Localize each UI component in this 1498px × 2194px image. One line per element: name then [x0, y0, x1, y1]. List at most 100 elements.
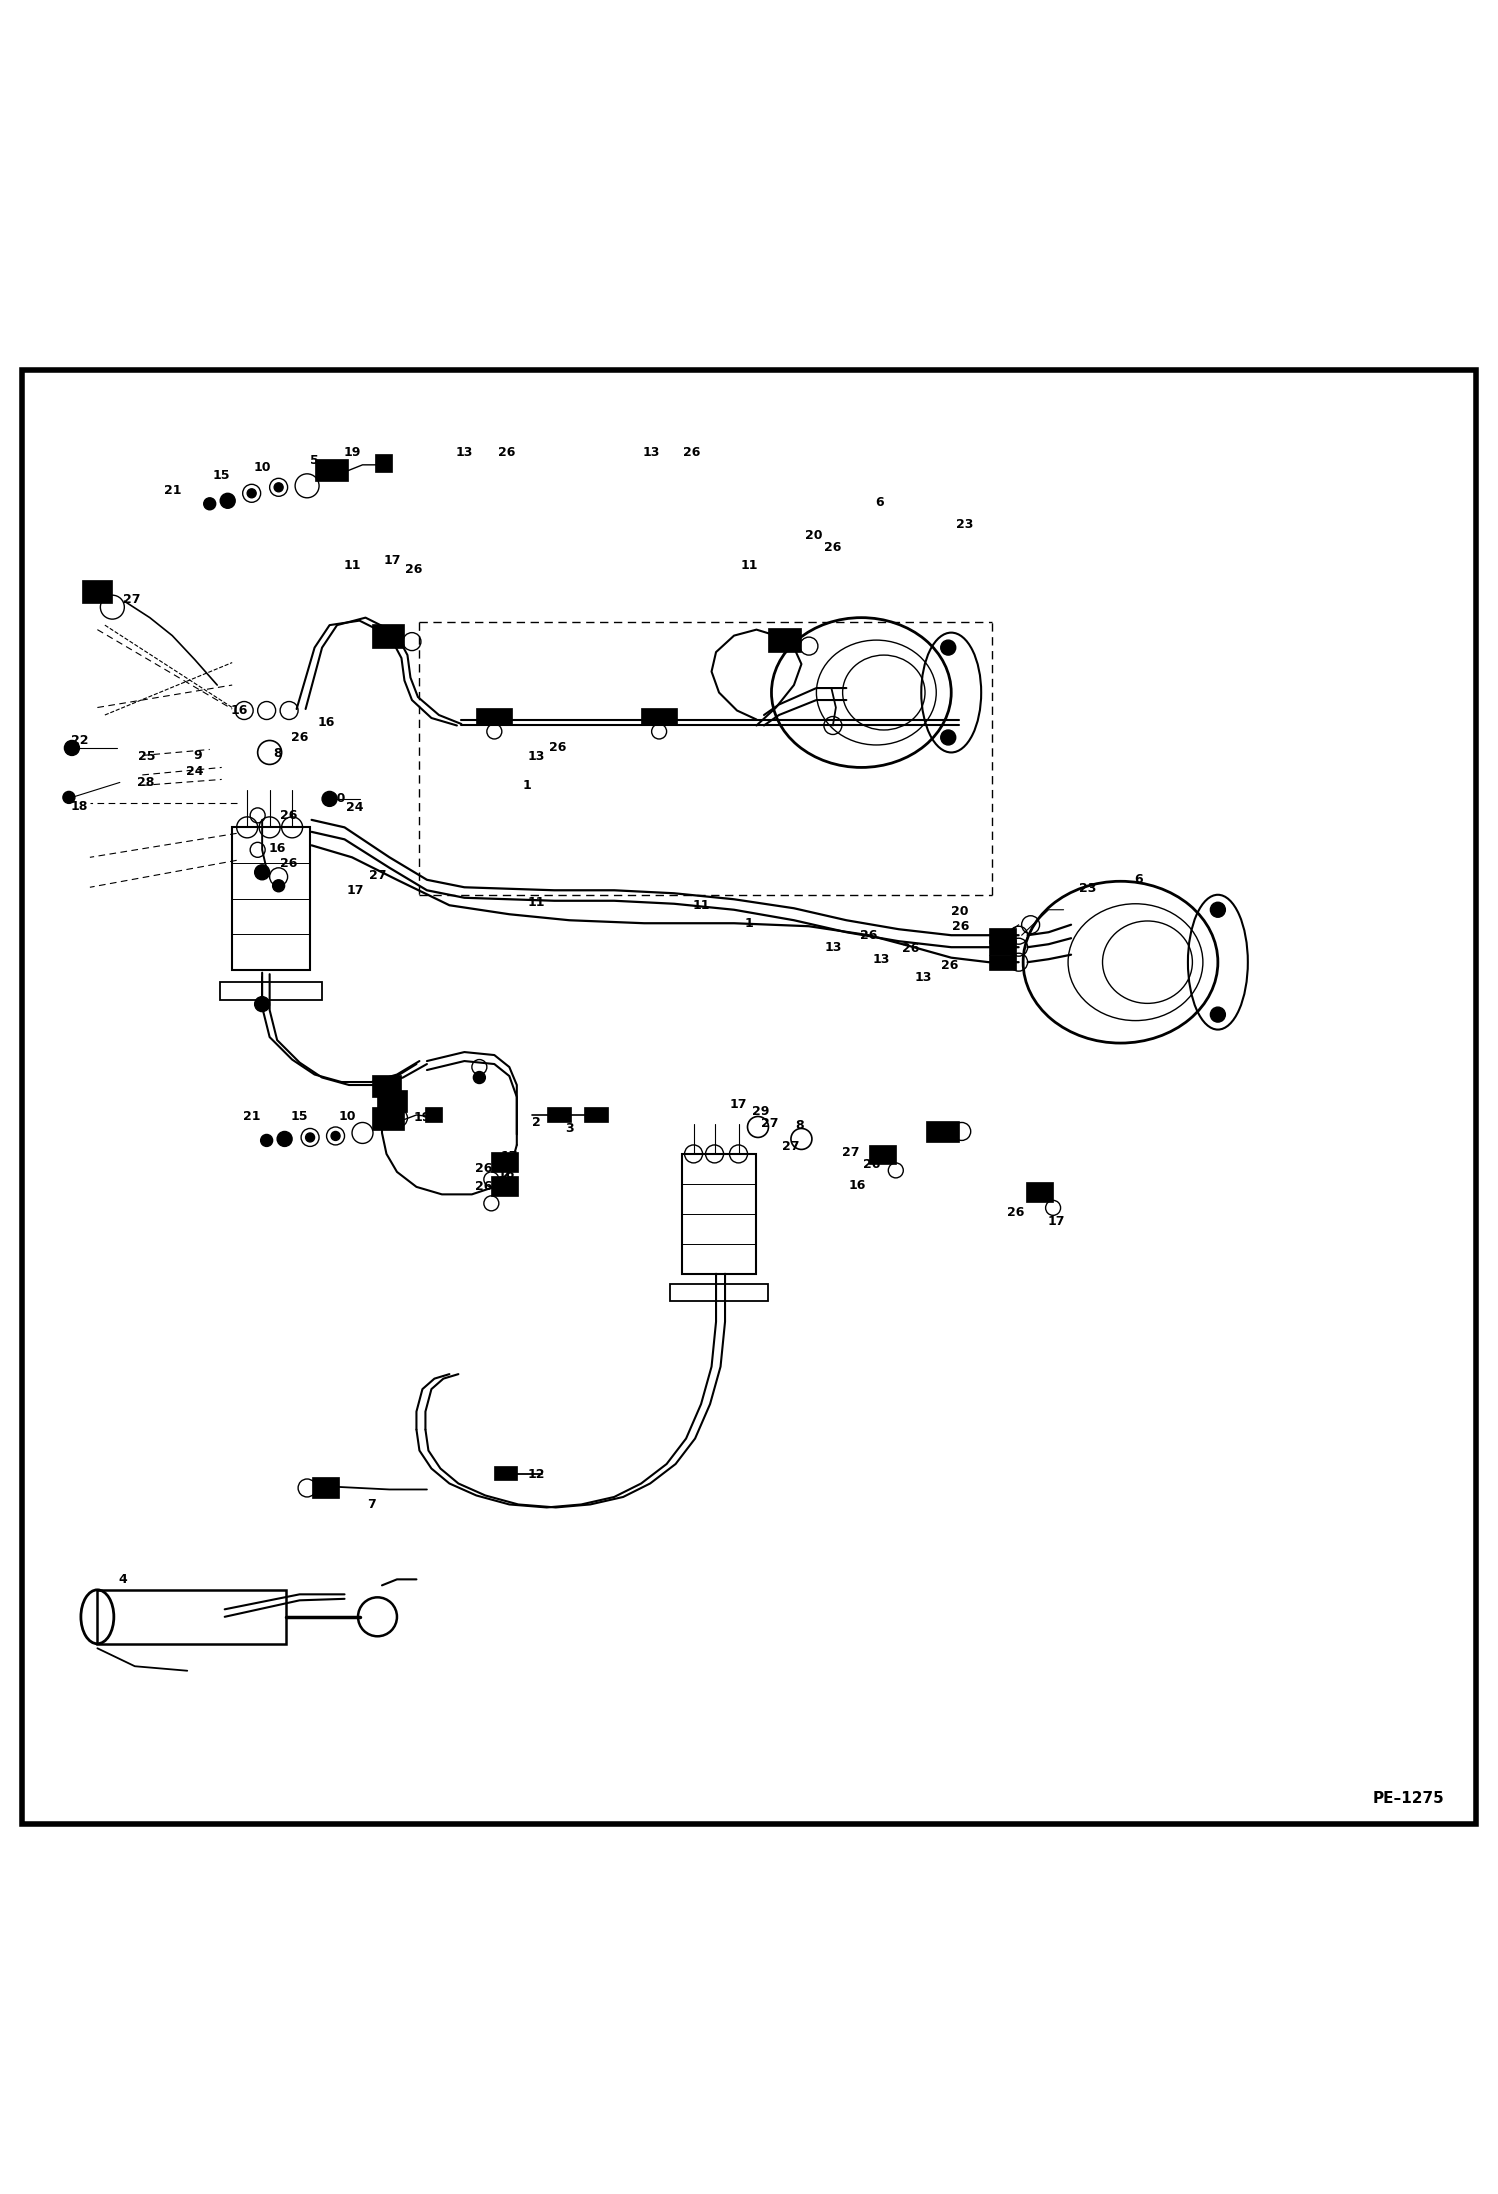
Circle shape	[63, 792, 75, 803]
Text: 20: 20	[951, 904, 969, 917]
Circle shape	[204, 498, 216, 509]
Text: 27: 27	[842, 1145, 860, 1158]
Text: 27: 27	[761, 1117, 779, 1130]
Bar	[220, 981, 322, 1000]
Text: 26: 26	[291, 731, 309, 744]
Text: 13: 13	[455, 445, 473, 459]
Text: 13: 13	[872, 952, 890, 965]
Text: 1: 1	[523, 779, 532, 792]
Text: 13: 13	[824, 941, 842, 954]
Text: 19: 19	[413, 1112, 431, 1126]
Text: 23: 23	[956, 518, 974, 531]
Bar	[989, 954, 1016, 970]
Text: 26: 26	[902, 941, 920, 954]
Bar	[372, 1075, 401, 1097]
Text: 13: 13	[643, 445, 661, 459]
Text: 11: 11	[692, 900, 710, 913]
Bar	[926, 1121, 959, 1141]
Text: 22: 22	[70, 735, 88, 746]
Text: 11: 11	[527, 895, 545, 908]
Text: 17: 17	[1047, 1215, 1065, 1229]
Text: 19: 19	[343, 445, 361, 459]
Text: 26: 26	[860, 928, 878, 941]
Circle shape	[331, 1132, 340, 1141]
Text: 9: 9	[193, 748, 202, 761]
Circle shape	[220, 494, 235, 509]
Text: 16: 16	[318, 715, 336, 728]
Bar	[491, 1152, 518, 1172]
Text: 12: 12	[527, 1468, 545, 1481]
Bar	[768, 627, 801, 652]
Text: 26: 26	[280, 810, 298, 823]
Bar	[1026, 1183, 1053, 1202]
Text: 17: 17	[346, 884, 364, 897]
Text: 11: 11	[343, 559, 361, 573]
Text: 21: 21	[243, 1110, 261, 1123]
Text: 5: 5	[392, 1106, 401, 1119]
Text: 16: 16	[268, 842, 286, 856]
Text: 11: 11	[740, 559, 758, 573]
Text: 27: 27	[1032, 1191, 1050, 1205]
Text: 23: 23	[1079, 882, 1097, 895]
Circle shape	[273, 880, 285, 891]
Text: 26: 26	[683, 445, 701, 459]
Text: 4: 4	[118, 1573, 127, 1586]
Text: 6: 6	[875, 496, 884, 509]
Text: 26: 26	[548, 742, 566, 755]
Text: 26: 26	[280, 858, 298, 869]
Circle shape	[274, 483, 283, 491]
Text: 26: 26	[951, 919, 969, 932]
Bar	[584, 1108, 608, 1123]
Text: 13: 13	[914, 970, 932, 983]
Text: 13: 13	[527, 750, 545, 764]
Text: 26: 26	[475, 1163, 493, 1176]
Circle shape	[1210, 1007, 1225, 1022]
Text: 16: 16	[497, 1187, 515, 1200]
Bar	[869, 1145, 896, 1165]
Text: 1: 1	[745, 917, 753, 930]
Circle shape	[277, 1132, 292, 1147]
Text: 18: 18	[70, 801, 88, 814]
Bar	[641, 706, 677, 726]
Bar	[425, 1108, 442, 1123]
Text: 15: 15	[213, 470, 231, 483]
Bar	[377, 1090, 407, 1112]
Circle shape	[261, 1134, 273, 1147]
Text: 30: 30	[328, 792, 346, 805]
Circle shape	[941, 731, 956, 746]
Text: 17: 17	[730, 1097, 748, 1110]
Circle shape	[255, 864, 270, 880]
Text: 27: 27	[782, 1141, 800, 1152]
Bar	[374, 454, 392, 472]
Text: 10: 10	[253, 461, 271, 474]
Text: 26: 26	[404, 564, 422, 577]
Circle shape	[322, 792, 337, 807]
Bar	[989, 939, 1016, 954]
Text: 24: 24	[346, 801, 364, 814]
Text: 17: 17	[383, 555, 401, 568]
Bar	[82, 579, 112, 603]
Bar	[494, 1466, 517, 1481]
Text: 10: 10	[339, 1110, 357, 1123]
Text: PE–1275: PE–1275	[1372, 1790, 1444, 1806]
Circle shape	[247, 489, 256, 498]
Text: 15: 15	[291, 1110, 309, 1123]
Bar	[476, 706, 512, 726]
Bar	[315, 459, 348, 480]
Bar	[97, 1591, 286, 1643]
Text: 16: 16	[231, 704, 249, 717]
Bar	[232, 827, 310, 970]
Text: 26: 26	[824, 540, 842, 553]
Bar	[491, 1176, 518, 1196]
Text: 14: 14	[926, 1121, 944, 1134]
Bar	[670, 1283, 768, 1301]
Text: 27: 27	[123, 592, 141, 606]
Text: 16: 16	[848, 1178, 866, 1191]
Text: 8: 8	[795, 1119, 804, 1132]
Text: 8: 8	[273, 748, 282, 761]
Text: 26: 26	[497, 445, 515, 459]
Text: 16: 16	[497, 1169, 515, 1180]
Text: 3: 3	[565, 1121, 574, 1134]
Text: 29: 29	[752, 1106, 770, 1119]
Text: 7: 7	[367, 1499, 376, 1512]
